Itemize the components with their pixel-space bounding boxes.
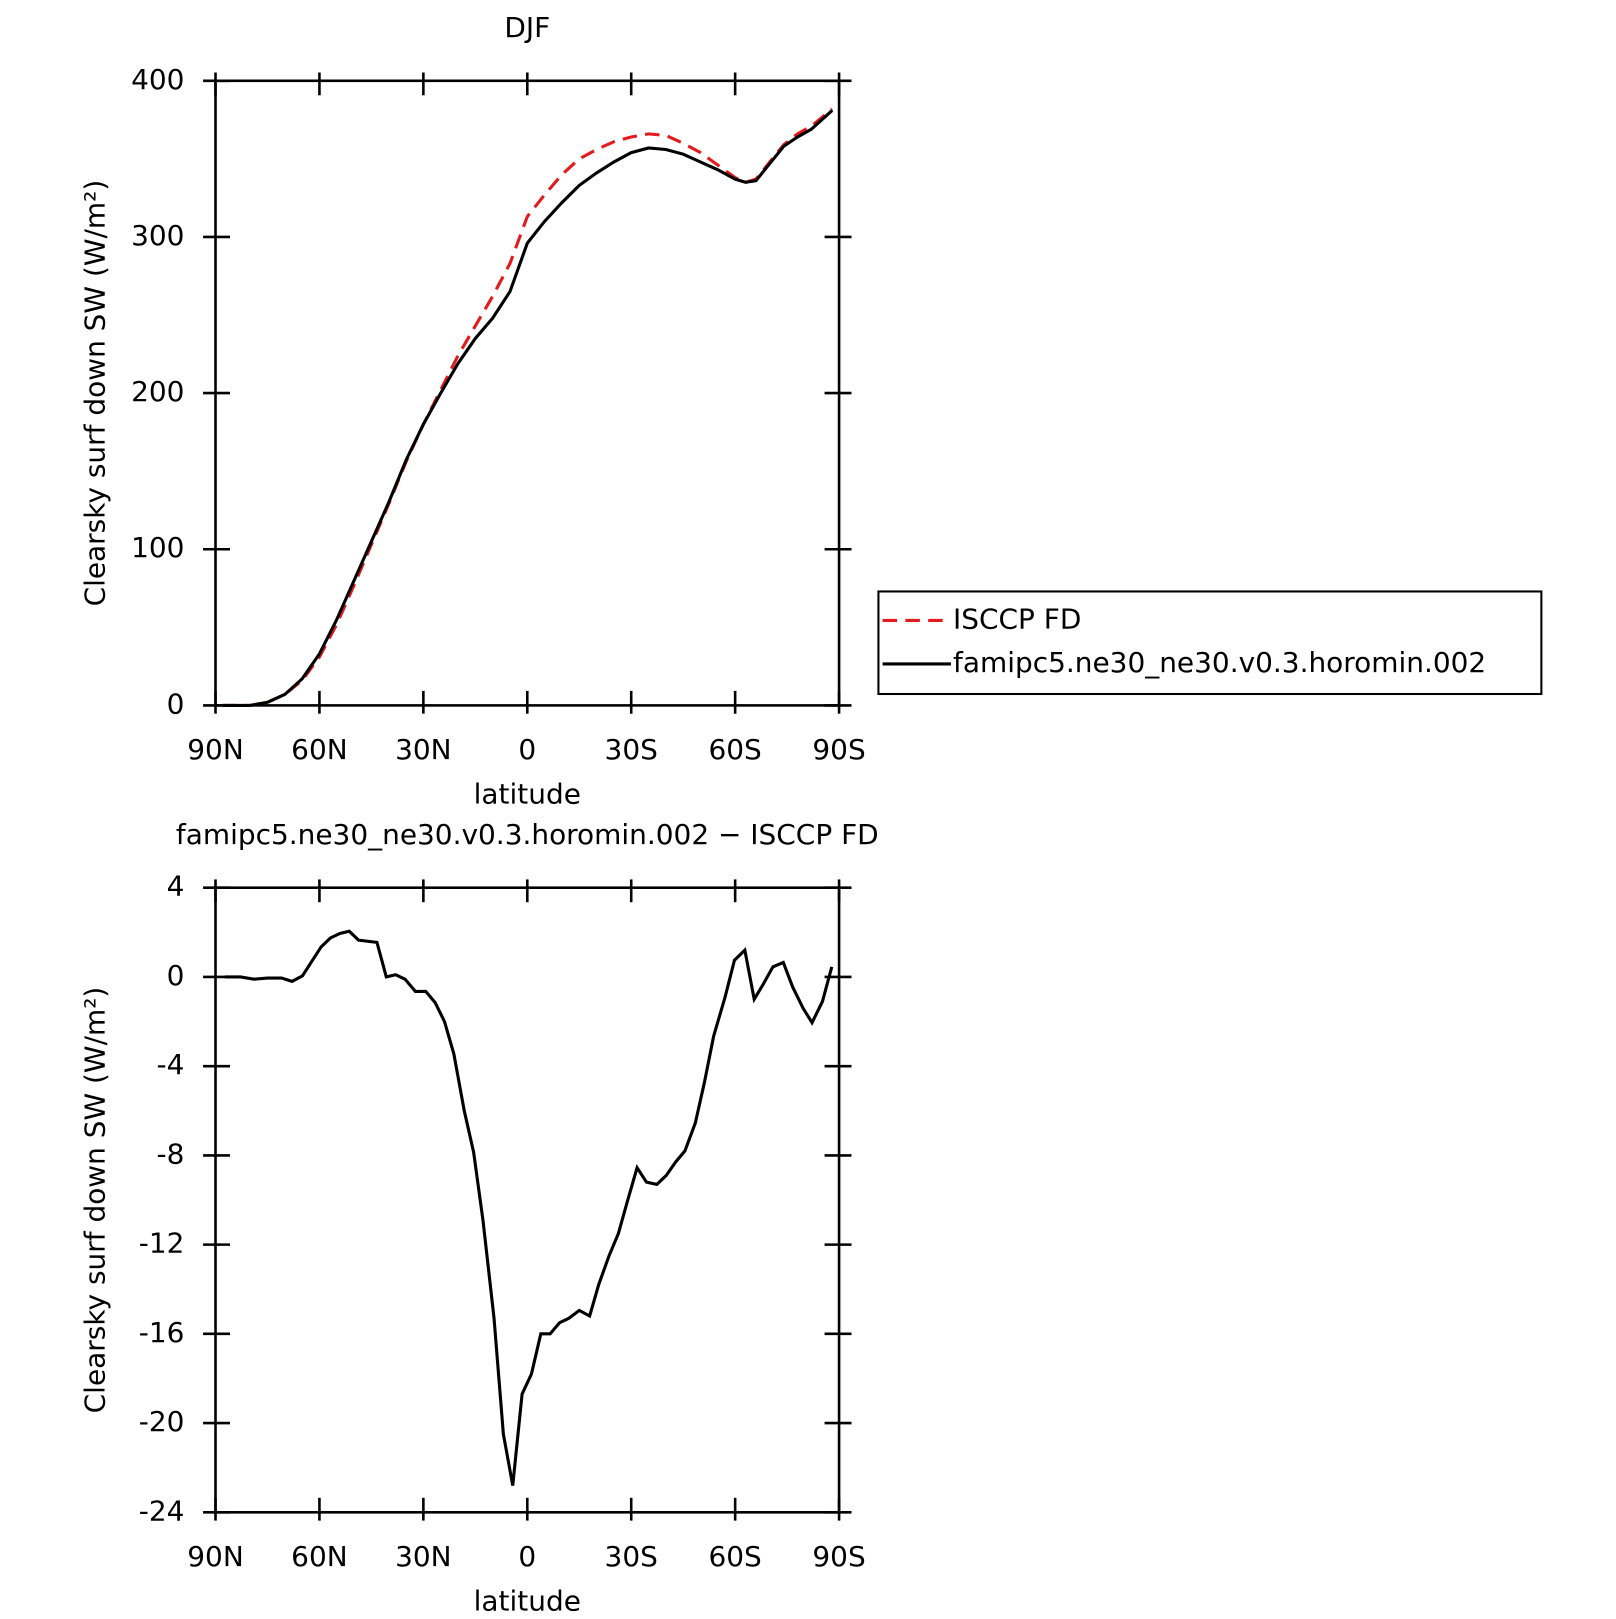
y-tick-label: 300 (131, 219, 184, 252)
x-tick-label: 0 (518, 733, 536, 766)
x-tick-label: 30S (605, 733, 658, 766)
chart-title: DJF (504, 11, 550, 44)
legend: ISCCP FD famipc5.ne30_ne30.v0.3.horomin.0… (877, 590, 1543, 696)
y-tick-label: -24 (139, 1494, 185, 1527)
plot-frame (214, 79, 841, 707)
x-tick-label: 0 (518, 1540, 536, 1573)
x-tick-label: 30S (605, 1540, 658, 1573)
y-axis-label: Clearsky surf down SW (W/m²) (78, 987, 111, 1414)
x-tick-label: 30N (395, 1540, 451, 1573)
plot-frame (214, 886, 841, 1514)
legend-label: ISCCP FD (953, 602, 1081, 635)
y-tick-label: -8 (157, 1137, 185, 1170)
x-tick-label: 60S (708, 1540, 761, 1573)
y-tick-label: 0 (167, 959, 185, 992)
y-tick-label: 0 (167, 687, 185, 720)
y-tick-label: -16 (139, 1316, 185, 1349)
y-tick-label: -20 (139, 1405, 185, 1438)
x-tick-label: 60S (708, 733, 761, 766)
y-tick-label: 4 (167, 870, 185, 903)
legend-box (877, 590, 1543, 696)
x-tick-label: 60N (291, 733, 347, 766)
x-tick-label: 60N (291, 1540, 347, 1573)
x-tick-label: 90S (812, 1540, 865, 1573)
y-tick-label: -12 (139, 1227, 185, 1260)
x-tick-label: 90N (187, 1540, 243, 1573)
legend-label: famipc5.ne30_ne30.v0.3.horomin.002 (953, 646, 1486, 679)
x-axis-label: latitude (474, 778, 581, 811)
y-tick-label: -4 (157, 1048, 185, 1081)
y-tick-label: 100 (131, 531, 184, 564)
data-line (222, 109, 834, 707)
y-tick-label: 200 (131, 375, 184, 408)
x-tick-label: 30N (395, 733, 451, 766)
y-tick-label: 400 (131, 63, 184, 96)
data-line (222, 107, 834, 707)
data-line (224, 929, 834, 1486)
chart-title: famipc5.ne30_ne30.v0.3.horomin.002 − ISC… (176, 818, 879, 851)
x-tick-label: 90N (187, 733, 243, 766)
y-axis-label: Clearsky surf down SW (W/m²) (78, 180, 111, 607)
x-tick-label: 90S (812, 733, 865, 766)
x-axis-label: latitude (474, 1584, 581, 1617)
